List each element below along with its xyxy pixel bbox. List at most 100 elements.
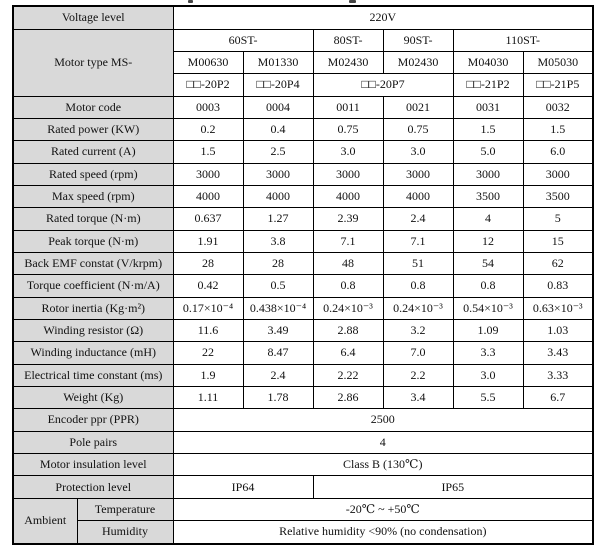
spec-cell: 3.43 [522,341,594,365]
spec-cell: 3.0 [312,140,384,164]
spec-cell: 0.2 [172,117,244,142]
row-label-protection: Protection level [12,475,174,499]
spec-cell: 2.4 [382,207,454,231]
cropped-text-fragment [349,0,356,3]
code-cell: □□-21P2 [452,73,524,97]
spec-cell: 3.2 [382,319,454,343]
row-label: Peak torque (N·m) [12,229,174,253]
row-label: Winding resistor (Ω) [12,319,174,343]
st-header-80: 80ST- [312,28,384,52]
table-row: Voltage level 220V [12,5,594,30]
table-row: Rated torque (N·m) 0.637 1.27 2.39 2.4 4… [12,207,594,231]
spec-cell: 1.5 [452,117,524,142]
spec-cell: 4 [452,207,524,231]
spec-cell: 2.39 [312,207,384,231]
row-label: Winding inductance (mH) [12,341,174,365]
table-row: Back EMF constat (V/krpm) 28 28 48 51 54… [12,251,594,276]
spec-cell: 1.9 [172,363,244,388]
row-label-humidity: Humidity [76,520,174,545]
table-row: Weight (Kg) 1.11 1.78 2.86 3.4 5.5 6.7 [12,386,594,410]
spec-cell: 0.42 [172,274,244,298]
spec-cell: 0.83 [522,274,594,298]
table-row: Rated current (A) 1.5 2.5 3.0 3.0 5.0 6.… [12,140,594,164]
spec-cell: 3000 [242,162,314,186]
table-row: Protection level IP64 IP65 [12,475,594,499]
spec-cell: 15 [522,229,594,253]
protection-value-ip64: IP64 [172,475,314,499]
spec-cell: 3.49 [242,319,314,343]
spec-cell: 1.09 [452,319,524,343]
spec-cell: 12 [452,229,524,253]
table-row: Humidity Relative humidity <90% (no cond… [13,520,594,545]
table-row: Electrical time constant (ms) 1.9 2.4 2.… [12,363,594,388]
spec-cell: 6.4 [312,341,384,365]
model-cell: M00630 [172,50,244,75]
motor-spec-table: Voltage level 220V Motor type MS- 60ST- … [12,5,595,545]
row-label-motor-type: Motor type MS- [12,28,174,97]
row-label: Torque coefficient (N·m/A) [12,274,174,298]
spec-cell: 28 [172,251,244,276]
table-row: Winding inductance (mH) 22 8.47 6.4 7.0 … [12,341,594,365]
spec-cell: 0.8 [312,274,384,298]
row-label-ambient: Ambient [12,497,78,545]
st-header-110: 110ST- [452,28,594,52]
code-cell: □□-21P5 [522,73,594,97]
spec-cell: 0003 [172,95,244,119]
spec-cell: 28 [242,251,314,276]
spec-cell: 3500 [452,184,524,209]
spec-cell: 62 [522,251,594,276]
spec-cell: 48 [312,251,384,276]
spec-cell: 0.75 [382,117,454,142]
spec-cell: 4000 [172,184,244,209]
model-cell: M02430 [312,50,384,75]
table-row: Motor type MS- 60ST- 80ST- 90ST- 110ST- [12,28,594,97]
humidity-value: Relative humidity <90% (no condensation) [172,520,594,545]
code-cell: □□-20P7 [312,73,454,97]
table-row: Pole pairs 4 [12,430,594,455]
voltage-value: 220V [172,5,594,30]
spec-cell: 3000 [312,162,384,186]
spec-cell: 0.637 [172,207,244,231]
table-row: Peak torque (N·m) 1.91 3.8 7.1 7.1 12 15 [12,229,594,253]
spec-cell: 7.1 [312,229,384,253]
table-row: Ambient Temperature -20℃ ~ +50℃ [12,497,594,545]
model-cell: M01330 [242,50,314,75]
spec-cell: 4000 [242,184,314,209]
row-label-temperature: Temperature [76,497,174,522]
protection-value-ip65: IP65 [312,475,594,499]
spec-cell: 1.11 [172,386,244,410]
spec-cell: 0.17×10⁻⁴ [172,296,244,321]
spec-cell: 51 [382,251,454,276]
spec-cell: 0.8 [382,274,454,298]
row-label: Rated speed (rpm) [12,162,174,186]
spec-cell: 1.91 [172,229,244,253]
spec-cell: 22 [172,341,244,365]
spec-cell: 3000 [452,162,524,186]
spec-cell: 1.5 [522,117,594,142]
row-label-voltage-level: Voltage level [12,5,174,30]
row-label: Max speed (rpm) [12,184,174,209]
spec-cell: 3000 [172,162,244,186]
row-label: Motor insulation level [12,453,174,477]
spec-cell: 0.63×10⁻³ [522,296,594,321]
full-row-value: Class B (130℃) [172,453,594,477]
code-cell: □□-20P4 [242,73,314,97]
spec-cell: 8.47 [242,341,314,365]
table-row: Winding resistor (Ω) 11.6 3.49 2.88 3.2 … [12,319,594,343]
row-label: Rated power (KW) [12,117,174,142]
spec-cell: 5.0 [452,140,524,164]
spec-cell: 3.4 [382,386,454,410]
table-row: Torque coefficient (N·m/A) 0.42 0.5 0.8 … [12,274,594,298]
row-label: Rated torque (N·m) [12,207,174,231]
spec-cell: 6.7 [522,386,594,410]
spec-cell: 0.54×10⁻³ [452,296,524,321]
code-cell: □□-20P2 [172,73,244,97]
spec-cell: 2.88 [312,319,384,343]
spec-cell: 0004 [242,95,314,119]
row-label: Rotor inertia (Kg·m²) [12,296,174,321]
spec-cell: 0021 [382,95,454,119]
spec-cell: 2.22 [312,363,384,388]
row-label: Back EMF constat (V/krpm) [12,251,174,276]
spec-cell: 1.5 [172,140,244,164]
full-row-value: 2500 [172,408,594,432]
